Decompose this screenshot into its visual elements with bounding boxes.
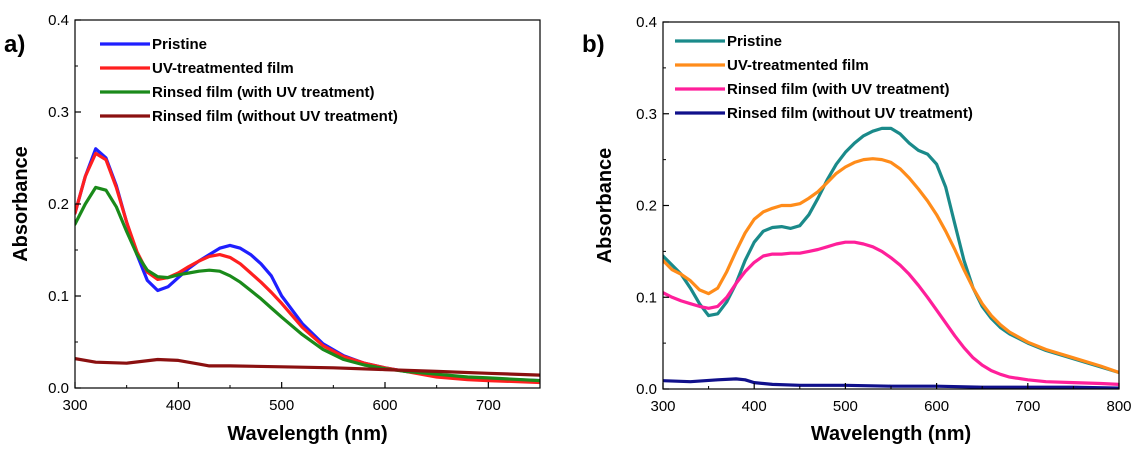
x-axis-title: Wavelength (nm) xyxy=(227,423,387,445)
series-line-b-0 xyxy=(663,126,1119,375)
x-tick-label: 400 xyxy=(166,397,191,414)
legend-label: Rinsed film (with UV treatment) xyxy=(727,81,950,98)
legend-label: Rinsed film (without UV treatment) xyxy=(152,108,398,125)
series-line-a-2 xyxy=(75,185,540,383)
panel-label: a) xyxy=(4,31,25,58)
y-tick-label: 0.2 xyxy=(636,198,657,215)
chart-panel-b: 300 400 500 600 700 800 0.0 0.1 0.2 0.3 0.4 Wavelen… xyxy=(582,14,1132,445)
x-tick-label: 600 xyxy=(924,398,949,415)
panel-label: b) xyxy=(582,31,605,58)
x-tick-label: 600 xyxy=(372,397,397,414)
y-tick-label: 0.1 xyxy=(636,289,657,306)
x-tick-label: 500 xyxy=(269,397,294,414)
y-tick-label: 0.2 xyxy=(48,196,69,213)
legend-label: Rinsed film (without UV treatment) xyxy=(727,105,973,122)
y-tick-label: 0.0 xyxy=(48,380,69,397)
series-line-b-1 xyxy=(663,157,1119,375)
x-tick-label: 300 xyxy=(62,397,87,414)
x-tick-label: 700 xyxy=(1015,398,1040,415)
x-tick-label: 800 xyxy=(1106,398,1131,415)
x-tick-label: 500 xyxy=(833,398,858,415)
y-tick-label: 0.3 xyxy=(636,106,657,123)
y-axis-title: Absorbance xyxy=(10,146,32,262)
x-tick-label: 700 xyxy=(476,397,501,414)
legend-label: Pristine xyxy=(727,33,782,50)
y-tick-label: 0.1 xyxy=(48,288,69,305)
y-tick-label: 0.4 xyxy=(636,14,657,31)
legend-label: Pristine xyxy=(152,36,207,53)
y-tick-label: 0.3 xyxy=(48,104,69,121)
legend-label: UV-treatmented film xyxy=(727,57,869,74)
plot-frame-b xyxy=(662,21,1120,390)
y-tick-label: 0.0 xyxy=(636,381,657,398)
x-axis-title: Wavelength (nm) xyxy=(811,423,971,445)
chart-panel-a: 300 400 500 600 700 0.0 0.1 0.2 0.3 0.4 Wavelength… xyxy=(4,12,541,445)
series-line-a-3 xyxy=(75,357,540,377)
x-tick-label: 400 xyxy=(742,398,767,415)
y-axis-title: Absorbance xyxy=(594,148,616,264)
series-line-b-3 xyxy=(663,377,1119,389)
legend-label: UV-treatmented film xyxy=(152,60,294,77)
legend-label: Rinsed film (with UV treatment) xyxy=(152,84,375,101)
series-line-b-2 xyxy=(663,240,1119,386)
x-tick-label: 300 xyxy=(650,398,675,415)
y-tick-label: 0.4 xyxy=(48,12,69,29)
